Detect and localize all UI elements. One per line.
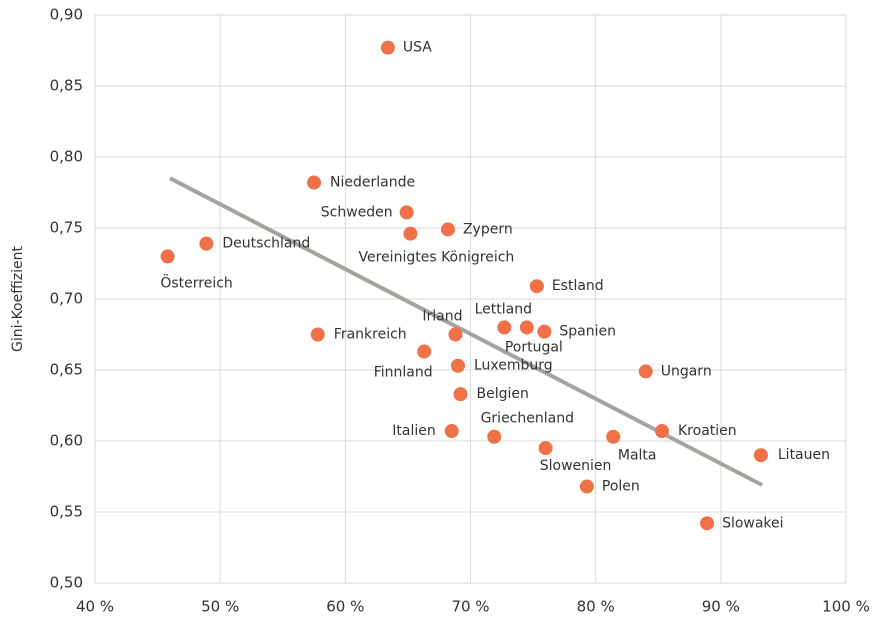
point [700, 516, 715, 531]
point [199, 236, 214, 251]
point-label: Italien [392, 423, 435, 439]
point-label: Portugal [505, 339, 563, 355]
point [403, 226, 418, 241]
x-tick-label: 40 % [76, 598, 114, 616]
point [417, 344, 432, 359]
point-label: Griechenland [481, 411, 574, 427]
point-label: Kroatien [678, 423, 737, 439]
point-label: Vereinigtes Königreich [359, 250, 515, 266]
point [655, 424, 670, 439]
point-label: Spanien [559, 324, 616, 340]
point [453, 387, 468, 402]
point [529, 279, 544, 294]
point [450, 358, 465, 373]
point-label: Belgien [476, 386, 528, 402]
point-label: Deutschland [222, 236, 310, 252]
x-tick-label: 50 % [201, 598, 239, 616]
x-tick-label: 80 % [577, 598, 615, 616]
point-label: Malta [618, 448, 657, 464]
point-label: Schweden [321, 204, 393, 220]
point [487, 429, 502, 444]
y-tick-label: 0,55 [50, 503, 83, 521]
y-tick-label: 0,70 [50, 290, 83, 308]
point [310, 327, 325, 342]
y-tick-label: 0,85 [50, 77, 83, 95]
point [538, 441, 553, 456]
point [444, 424, 459, 439]
point-label: Lettland [475, 301, 532, 317]
x-tick-label: 90 % [702, 598, 740, 616]
y-tick-label: 0,60 [50, 432, 83, 450]
point-label: Ungarn [661, 363, 712, 379]
x-tick-label: 100 % [822, 598, 870, 616]
y-tick-label: 0,75 [50, 219, 83, 237]
point-label: Slowakei [722, 515, 783, 531]
point-label: Irland [422, 309, 462, 325]
point [399, 205, 414, 220]
point-label: Niederlande [330, 175, 415, 191]
point-label: Frankreich [334, 327, 407, 343]
x-tick-label: 70 % [451, 598, 489, 616]
point [638, 364, 653, 379]
point [448, 327, 463, 342]
point-label: Österreich [160, 273, 232, 291]
y-tick-label: 0,65 [50, 361, 83, 379]
point-label: USA [403, 40, 432, 56]
point [497, 320, 512, 335]
y-tick-label: 0,90 [50, 6, 83, 24]
y-axis-label: Gini-Koeffizient [10, 246, 26, 352]
point-label: Estland [552, 278, 604, 294]
y-tick-label: 0,50 [50, 574, 83, 592]
point [579, 479, 594, 494]
point [307, 175, 322, 190]
point-label: Slowenien [540, 458, 612, 474]
point [537, 324, 552, 339]
point [440, 222, 455, 237]
point [160, 249, 175, 264]
point-label: Luxemburg [474, 358, 553, 374]
point-label: Polen [602, 478, 640, 494]
point [606, 429, 621, 444]
point [519, 320, 534, 335]
x-tick-label: 60 % [326, 598, 364, 616]
point-label: Zypern [463, 221, 513, 237]
point-label: Litauen [778, 447, 830, 463]
point-label: Finnland [374, 365, 433, 381]
point [753, 448, 768, 463]
point [380, 40, 395, 55]
y-tick-label: 0,80 [50, 148, 83, 166]
